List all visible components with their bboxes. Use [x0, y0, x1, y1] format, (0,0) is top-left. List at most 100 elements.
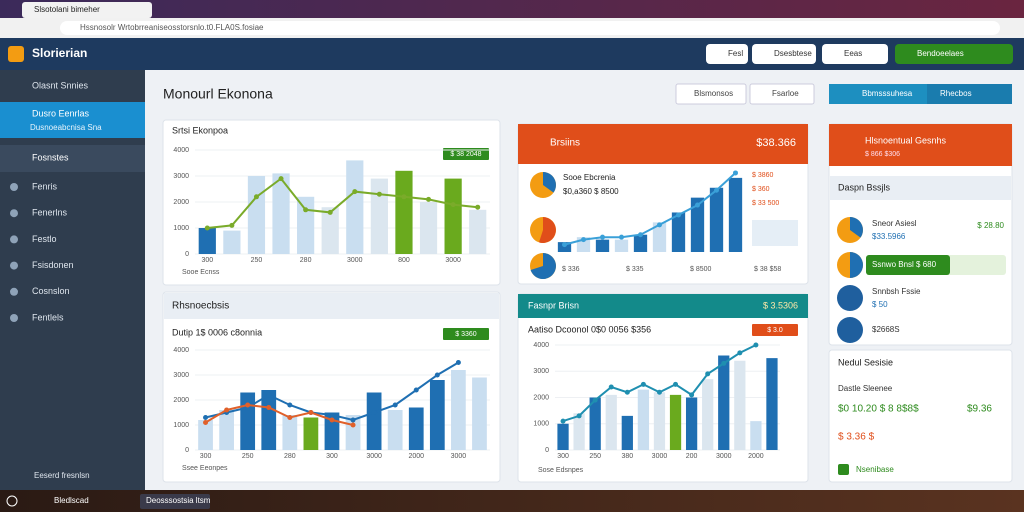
sidebar-active-sublabel: Dusnoeabcnisa Sna	[30, 123, 102, 132]
page-tab-label[interactable]: Bbmsssuhesa	[862, 89, 913, 98]
tab-title[interactable]: Slsotolani bimeher	[34, 5, 100, 14]
y-tick-label: 1000	[533, 421, 549, 428]
line-point	[287, 402, 293, 408]
line-series	[207, 177, 478, 229]
y-tick-label: 4000	[173, 347, 189, 354]
line-point	[434, 372, 440, 378]
taskbar-app	[140, 494, 210, 509]
line-point	[350, 422, 356, 428]
bar	[472, 377, 487, 450]
line-point	[600, 234, 605, 240]
line-point	[608, 384, 614, 390]
panel-total: $38.366	[756, 137, 796, 149]
x-tick-label: 3000	[445, 257, 461, 264]
panel-title: Hlsnoentual Gesnhs	[865, 135, 947, 145]
sidebar-active-label[interactable]: Dusro Eenrlas	[32, 108, 90, 118]
line-point	[721, 360, 727, 366]
header-button-label[interactable]: Bendoeelaes	[917, 49, 964, 58]
header-button-label[interactable]: Dsesbtese	[774, 49, 812, 58]
y-tick-label: 4000	[533, 342, 549, 349]
bar	[272, 173, 290, 254]
bar	[366, 392, 382, 450]
progress-bar	[866, 255, 950, 275]
y-tick-label: 2000	[173, 397, 189, 404]
line-point	[657, 222, 662, 228]
legend: $ 336	[562, 266, 580, 273]
taskbar-item[interactable]: Bledlscad	[54, 496, 89, 505]
bar	[702, 379, 714, 450]
badge-label: $ 3360	[455, 331, 477, 338]
pie-slice	[850, 252, 863, 278]
x-tick-label: 3000	[366, 453, 382, 460]
line-point	[278, 176, 284, 182]
bar	[247, 176, 266, 254]
y-tick-label: 0	[545, 447, 549, 454]
panel-title: Nedul Sesisie	[838, 357, 893, 367]
bar	[198, 228, 216, 254]
header-button-label[interactable]: Eeas	[844, 49, 862, 58]
page-tab	[927, 84, 1012, 104]
pie-slice	[850, 217, 863, 238]
sidebar-group	[0, 145, 145, 172]
side-label: $ 3860	[752, 172, 774, 179]
line-point	[450, 202, 456, 208]
panel-subtitle: Daspn Bssjls	[838, 182, 891, 192]
sidebar-item[interactable]: Fsisdonen	[32, 260, 74, 270]
taskbar	[0, 490, 1024, 512]
line-point	[392, 402, 398, 408]
panel-footer[interactable]: Nsenibase	[856, 465, 894, 474]
page-button-label[interactable]: Fsarloe	[772, 89, 799, 98]
legend: Sose Edsnpes	[538, 467, 584, 474]
tab	[22, 2, 152, 18]
bar	[633, 234, 648, 252]
pie-slice	[539, 217, 556, 243]
bar	[321, 207, 339, 254]
x-tick-label: 250	[251, 257, 263, 264]
x-tick-label: 3000	[716, 453, 732, 460]
legend: $ 8500	[690, 266, 712, 273]
line-point	[352, 189, 358, 195]
panel-amounts: $0,a360 $ 8500	[563, 187, 619, 196]
header-button-label[interactable]: Fesl	[728, 49, 743, 58]
line-series	[564, 172, 737, 246]
panel-title: Rhsnoecbsis	[172, 301, 229, 312]
line-point	[204, 225, 210, 231]
line-point	[229, 222, 235, 228]
y-tick-label: 4000	[173, 147, 189, 154]
sidebar-footer[interactable]: Eeserd fresnlsn	[34, 471, 90, 480]
bar	[303, 417, 319, 450]
address-field	[60, 21, 1000, 35]
bar	[728, 177, 743, 252]
sidebar-item[interactable]: Fenerlns	[32, 208, 68, 218]
page-tab-label[interactable]: Rhecbos	[940, 89, 972, 98]
start-button	[6, 495, 18, 507]
sidebar-item[interactable]: Fentlels	[32, 312, 64, 322]
logo	[8, 46, 24, 62]
sidebar-active	[0, 102, 145, 138]
sidebar-group-label[interactable]: Fosnstes	[32, 152, 69, 162]
pie-slice	[543, 172, 556, 193]
taskbar-item[interactable]: Deosssostsia ltsm	[146, 496, 211, 505]
line-point	[592, 397, 598, 403]
bar	[614, 239, 629, 252]
sidebar-icon	[10, 183, 18, 191]
panel-header	[518, 124, 808, 164]
sidebar	[0, 70, 145, 490]
bar	[653, 392, 666, 450]
page-button-label[interactable]: Blsmonsos	[694, 89, 733, 98]
sidebar-icon	[10, 235, 18, 244]
x-tick-label: 800	[398, 257, 410, 264]
sidebar-item[interactable]: Cosnslon	[32, 286, 70, 296]
x-tick-label: 3000	[451, 453, 467, 460]
x-tick-label: 250	[589, 453, 601, 460]
bar	[419, 202, 438, 254]
y-tick-label: 1000	[173, 225, 189, 232]
line-point	[303, 207, 309, 213]
sidebar-item[interactable]: Fenris	[32, 181, 58, 191]
sidebar-item[interactable]: Festlo	[32, 234, 57, 244]
x-tick-label: 300	[326, 453, 338, 460]
line-point	[371, 410, 377, 415]
line-point	[695, 202, 700, 208]
x-tick-label: 200	[686, 453, 698, 460]
line-point	[581, 237, 586, 243]
